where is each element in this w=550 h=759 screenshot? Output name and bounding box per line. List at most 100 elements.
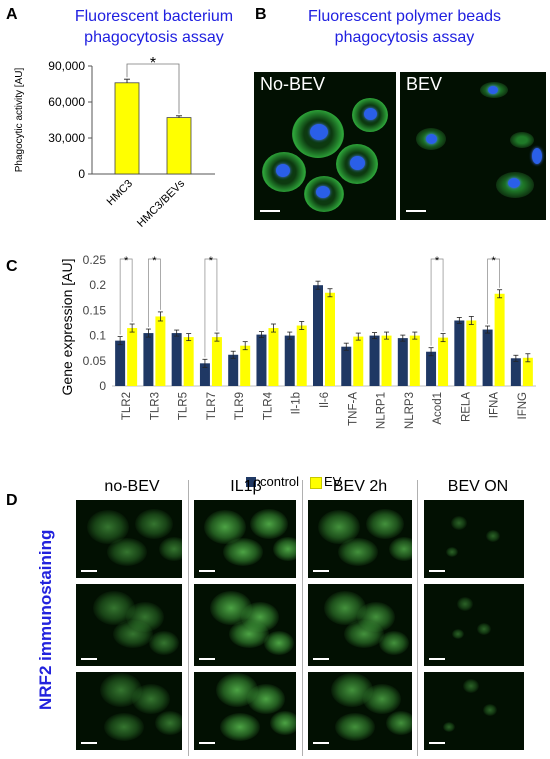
bar-control xyxy=(115,340,126,386)
panel-a-title-line2: phagocytosis assay xyxy=(84,29,224,46)
panel-c-letter: C xyxy=(6,258,18,275)
cell-blob xyxy=(135,509,174,540)
x-tick-label: TLR7 xyxy=(206,392,218,420)
nrf2-micrograph xyxy=(76,500,182,578)
cell-blob xyxy=(263,631,294,656)
significance-bracket xyxy=(430,258,444,346)
nucleus xyxy=(310,124,328,140)
micrograph-bev-label: BEV xyxy=(406,74,443,94)
bar-control xyxy=(510,358,521,386)
bar-EV xyxy=(494,293,505,386)
scale-bar xyxy=(313,742,329,744)
cell-blob xyxy=(362,683,401,714)
cell-blob xyxy=(250,509,289,540)
x-tick-label: TLR5 xyxy=(178,392,190,420)
cell-blob xyxy=(247,683,286,714)
significance-bracket xyxy=(126,63,180,114)
y-tick-label: 90,000 xyxy=(48,59,85,73)
y-tick-label: 30,000 xyxy=(48,131,85,145)
bar-EV xyxy=(325,292,335,386)
x-tick-label: NLRP1 xyxy=(376,392,388,429)
significance-star: * xyxy=(491,255,496,267)
nrf2-micrograph xyxy=(424,672,524,750)
x-tick-label: TLR3 xyxy=(149,392,161,420)
bar-control xyxy=(397,338,408,386)
x-tick-label: Il-1b xyxy=(291,392,303,414)
scale-bar xyxy=(81,658,97,660)
y-tick-label: 0.05 xyxy=(83,354,107,368)
cell-blob xyxy=(158,537,182,562)
nrf2-micrograph xyxy=(76,672,182,750)
y-tick-label: 60,000 xyxy=(48,95,85,109)
cell-blob xyxy=(344,620,385,649)
column-header-bev-on: BEV ON xyxy=(447,478,509,495)
cell-blob xyxy=(106,538,147,567)
cell-blob xyxy=(452,629,464,640)
bar-EV xyxy=(381,335,392,386)
cell-blob xyxy=(510,132,534,148)
bar-control xyxy=(313,285,323,386)
x-tick-label: NLRP3 xyxy=(404,392,416,429)
scale-bar xyxy=(81,570,97,572)
y-tick-label: 0.1 xyxy=(89,329,106,343)
significance-bracket xyxy=(148,258,161,328)
x-tick-label: Il-6 xyxy=(319,392,331,408)
scale-bar xyxy=(199,742,215,744)
panel-b-title: Fluorescent polymer beads phagocytosis a… xyxy=(262,6,547,48)
bar-control xyxy=(482,329,493,386)
cell-blob xyxy=(229,620,270,649)
cell-blob xyxy=(385,711,412,736)
significance-star: * xyxy=(435,255,440,267)
cell-blob xyxy=(451,516,467,531)
y-tick-label: 0.2 xyxy=(89,278,106,292)
bar-control xyxy=(369,335,380,386)
column-header-no-bev: no-BEV xyxy=(104,478,160,495)
legend-label-ev: EV xyxy=(324,474,342,489)
bar-control xyxy=(199,363,210,386)
significance-bracket xyxy=(487,258,500,325)
bar-EV xyxy=(409,335,420,386)
nucleus xyxy=(350,156,365,170)
scale-bar xyxy=(199,658,215,660)
column-divider xyxy=(188,480,189,756)
legend-label-control: control xyxy=(260,474,300,489)
cell-blob xyxy=(113,620,154,649)
bar-control xyxy=(143,333,154,386)
x-tick-label: Acod1 xyxy=(432,392,444,425)
scale-bar xyxy=(81,742,97,744)
bar-control xyxy=(426,351,437,386)
y-axis-label: Gene expression [AU] xyxy=(59,259,75,396)
nrf2-micrograph xyxy=(424,584,524,666)
legend-swatch-ev xyxy=(310,477,322,489)
bar-control xyxy=(256,334,267,386)
cell-blob xyxy=(148,631,179,656)
bar-control xyxy=(454,320,465,386)
scale-bar xyxy=(429,742,445,744)
panel-b-title-line1: Fluorescent polymer beads xyxy=(308,8,501,25)
nrf2-micrograph xyxy=(424,500,524,578)
nucleus xyxy=(508,178,520,188)
x-tick-label: TLR9 xyxy=(234,392,246,420)
micrograph-bev: BEV xyxy=(400,72,546,220)
x-tick-label: TLR2 xyxy=(121,392,133,420)
column-header-il1b: IL1β xyxy=(230,478,262,495)
nucleus xyxy=(316,186,330,198)
x-tick-label: TLR4 xyxy=(262,391,274,420)
gene-expression-chart-plot: 0 0.05 0.1 0.15 0.2 0.25 Gene expression [AU] T… xyxy=(59,253,536,429)
scale-bar xyxy=(429,658,445,660)
phagocytosis-chart: 0 30,000 60,000 90,000 Phagocytic activity [… xyxy=(14,55,215,230)
bar-EV xyxy=(438,337,449,386)
bar-EV xyxy=(240,345,251,386)
x-tick-label: HMC3 xyxy=(105,178,136,209)
cell-blob xyxy=(457,596,473,611)
panel-b-letter: B xyxy=(255,6,267,23)
cell-blob xyxy=(337,538,378,567)
bar-control xyxy=(228,354,239,386)
significance-star: * xyxy=(150,55,156,72)
nucleus xyxy=(276,164,290,177)
x-tick-label: RELA xyxy=(460,392,472,422)
nucleus xyxy=(532,148,542,164)
gene-expression-chart: 0 0.05 0.1 0.15 0.2 0.25 Gene expression [AU] T… xyxy=(59,253,536,429)
bar-EV xyxy=(211,337,222,386)
bar-EV xyxy=(466,320,477,386)
